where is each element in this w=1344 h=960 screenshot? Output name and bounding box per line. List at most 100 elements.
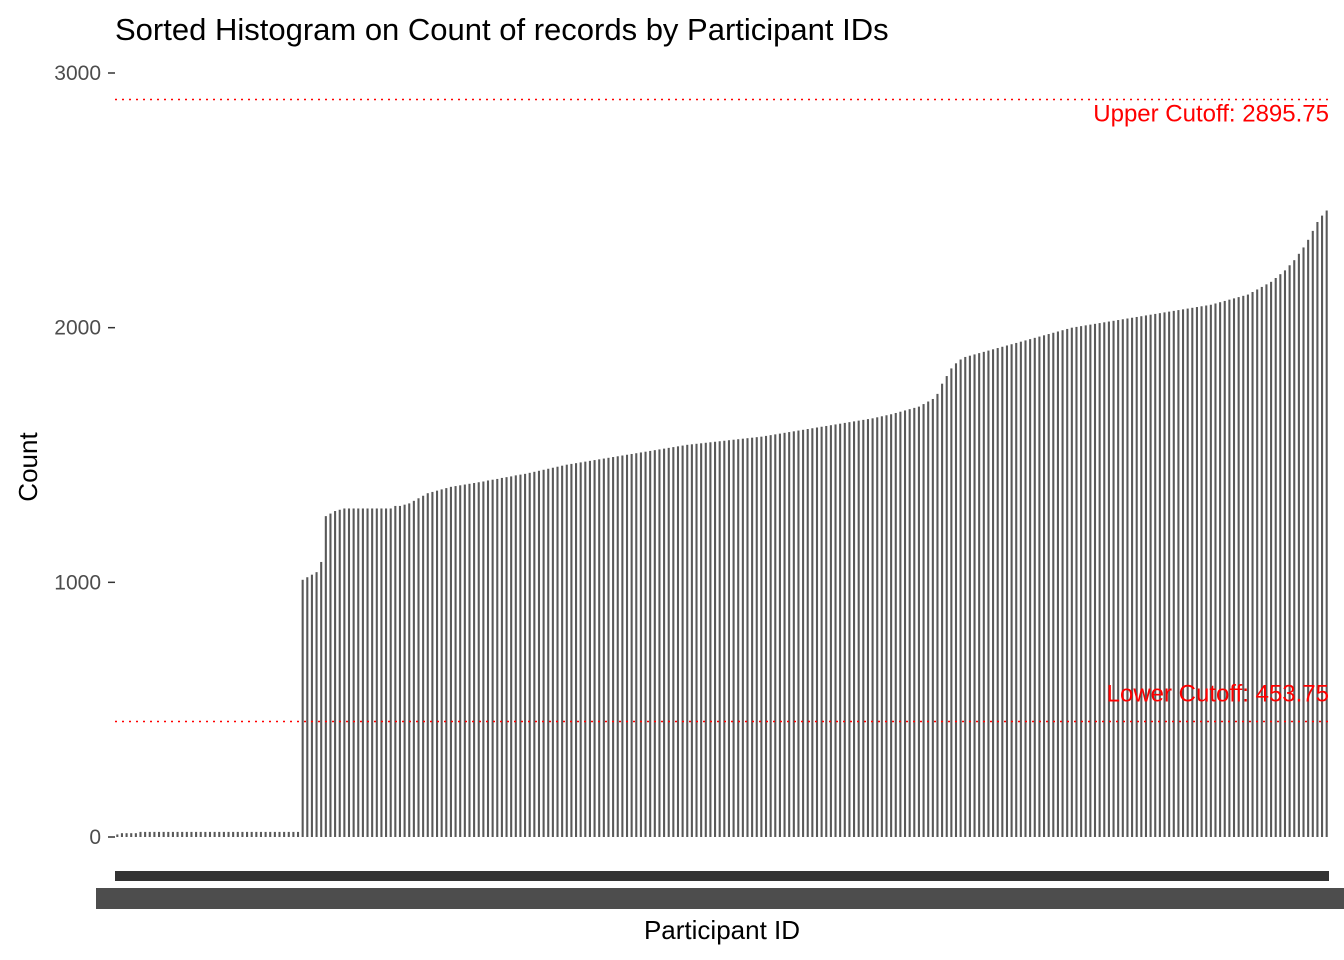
bar <box>431 491 434 837</box>
bar <box>1154 313 1157 837</box>
bar <box>167 831 170 837</box>
bar <box>366 508 369 837</box>
bar <box>612 457 615 837</box>
bar <box>134 833 137 837</box>
bar <box>755 437 758 837</box>
bar <box>408 503 411 837</box>
x-axis-title: Participant ID <box>644 915 800 945</box>
bar <box>338 509 341 837</box>
bar <box>704 442 707 837</box>
bar <box>676 446 680 837</box>
bar <box>1047 334 1050 837</box>
bar <box>853 421 856 837</box>
bar <box>218 831 221 837</box>
bar <box>1251 292 1254 837</box>
bar <box>945 376 948 837</box>
bar <box>153 831 156 837</box>
bar <box>862 419 865 837</box>
bar <box>227 831 230 837</box>
bar <box>542 469 545 837</box>
bar <box>880 416 883 837</box>
bar <box>1093 323 1097 838</box>
bar <box>301 579 304 837</box>
bar <box>1112 320 1115 837</box>
bar <box>639 452 642 837</box>
bar <box>468 483 471 837</box>
y-axis-title: Count <box>13 432 43 502</box>
bar <box>1242 295 1245 838</box>
bar <box>1117 320 1120 837</box>
bar <box>732 439 735 837</box>
bar <box>482 481 485 837</box>
bar <box>524 473 527 837</box>
bar <box>769 435 772 837</box>
bar <box>241 831 244 837</box>
bar <box>491 479 494 837</box>
bar <box>1246 294 1249 837</box>
bar <box>922 404 925 837</box>
bar <box>514 475 517 837</box>
y-tick-label: 1000 <box>54 571 101 594</box>
bar <box>347 508 351 837</box>
bar <box>385 508 388 837</box>
bar <box>528 472 531 837</box>
bar <box>899 411 902 837</box>
bar <box>982 351 985 837</box>
bar <box>1149 314 1152 837</box>
bar <box>834 424 837 837</box>
bar <box>857 420 860 837</box>
bar <box>334 511 337 837</box>
bar <box>1089 324 1092 837</box>
bar <box>1321 215 1324 838</box>
bar <box>797 430 800 837</box>
bar <box>561 465 564 837</box>
y-tick-label: 0 <box>89 826 101 849</box>
bar <box>269 831 272 837</box>
bar <box>908 409 911 837</box>
bar <box>375 508 378 837</box>
bar <box>1205 305 1208 837</box>
bar <box>695 443 698 837</box>
bar <box>1024 340 1027 837</box>
bar <box>352 508 355 837</box>
bar <box>287 831 290 837</box>
bar <box>195 831 198 837</box>
bar <box>144 831 147 837</box>
bar <box>533 471 536 837</box>
bar <box>1080 326 1083 837</box>
bar <box>1172 310 1175 837</box>
bar <box>398 505 402 837</box>
bar <box>917 406 920 837</box>
bar <box>296 831 300 837</box>
bar <box>454 486 457 837</box>
bar <box>292 831 295 837</box>
bar <box>310 574 313 837</box>
bar <box>876 417 879 837</box>
bar <box>1283 270 1287 837</box>
bar <box>1001 346 1004 837</box>
bar <box>222 831 225 837</box>
bar <box>792 431 795 837</box>
bar <box>1029 339 1032 837</box>
bar <box>727 440 730 837</box>
bar <box>361 508 364 837</box>
bar <box>273 831 276 837</box>
bar <box>519 474 522 837</box>
bar <box>1098 323 1101 838</box>
bar <box>593 460 596 837</box>
bar <box>1103 322 1106 837</box>
bar <box>890 414 893 837</box>
bar <box>343 508 346 837</box>
bar <box>635 453 638 837</box>
bar <box>700 443 703 837</box>
bar <box>829 425 832 837</box>
bar <box>973 354 976 837</box>
bar <box>630 453 633 837</box>
bar <box>162 831 165 837</box>
bar <box>602 458 605 837</box>
bar <box>968 355 971 837</box>
bar <box>357 508 360 837</box>
bar <box>1019 341 1022 837</box>
bar <box>139 831 142 837</box>
